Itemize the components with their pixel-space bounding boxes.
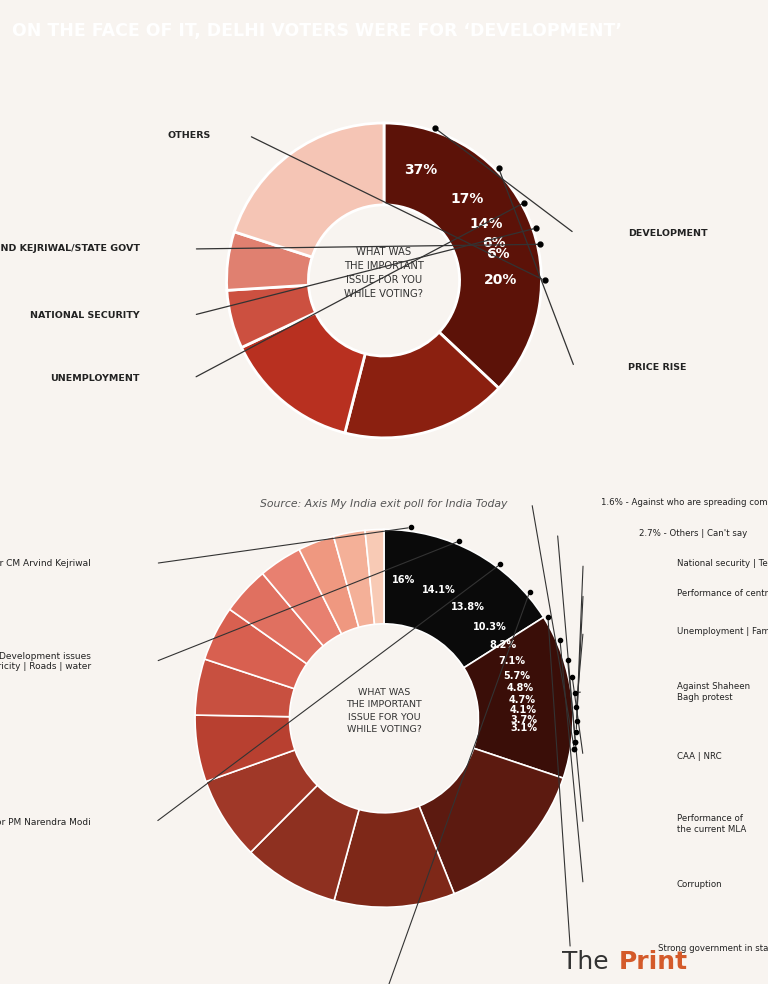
Text: 16%: 16% [392, 575, 415, 584]
Wedge shape [195, 715, 295, 781]
Wedge shape [263, 549, 342, 646]
Text: Strong government in state: Strong government in state [658, 945, 768, 953]
Text: Source: Axis My India exit poll for India Today: Source: Axis My India exit poll for Indi… [260, 499, 508, 509]
Text: Support for PM Narendra Modi: Support for PM Narendra Modi [0, 818, 91, 827]
Wedge shape [234, 123, 384, 257]
Text: 17%: 17% [450, 192, 484, 206]
Text: NATIONAL SECURITY: NATIONAL SECURITY [31, 311, 140, 320]
Wedge shape [333, 530, 375, 627]
Text: CAA | NRC: CAA | NRC [677, 752, 721, 761]
Wedge shape [384, 529, 544, 668]
Wedge shape [464, 617, 573, 778]
Text: 2.7% - Others | Can't say: 2.7% - Others | Can't say [639, 528, 747, 537]
Wedge shape [300, 536, 359, 634]
Wedge shape [230, 574, 323, 664]
Text: 10.3%: 10.3% [473, 622, 506, 632]
Text: 14%: 14% [469, 216, 502, 231]
Wedge shape [345, 333, 498, 438]
Text: National security | Terrorism: National security | Terrorism [677, 559, 768, 568]
Text: The: The [561, 951, 608, 974]
Text: Against Shaheen
Bagh protest: Against Shaheen Bagh protest [677, 682, 750, 702]
Wedge shape [204, 609, 307, 689]
Wedge shape [227, 232, 312, 290]
Wedge shape [250, 785, 359, 900]
Text: 3.7%: 3.7% [510, 715, 538, 725]
Text: ON THE FACE OF IT, DELHI VOTERS WERE FOR ‘DEVELOPMENT’: ON THE FACE OF IT, DELHI VOTERS WERE FOR… [12, 22, 621, 39]
Text: Print: Print [618, 951, 687, 974]
Wedge shape [419, 748, 563, 893]
Text: WHAT WAS
THE IMPORTANT
ISSUE FOR YOU
WHILE VOTING?: WHAT WAS THE IMPORTANT ISSUE FOR YOU WHI… [346, 688, 422, 734]
Wedge shape [206, 750, 317, 852]
Text: 8.2%: 8.2% [489, 640, 517, 649]
Text: Corruption: Corruption [677, 880, 723, 890]
Text: Performance of
the current MLA: Performance of the current MLA [677, 815, 746, 833]
Text: 1.6% - Against who are spreading communalism: 1.6% - Against who are spreading communa… [601, 499, 768, 508]
Text: 6%: 6% [485, 247, 509, 261]
Text: 4.8%: 4.8% [507, 683, 534, 694]
Text: 14.1%: 14.1% [422, 584, 455, 594]
Text: 6%: 6% [482, 235, 506, 250]
Text: 3.1%: 3.1% [510, 723, 537, 733]
Wedge shape [242, 313, 366, 433]
Wedge shape [195, 659, 294, 716]
Text: 4.7%: 4.7% [509, 695, 536, 705]
Text: 5.7%: 5.7% [504, 671, 531, 681]
Text: 7.1%: 7.1% [498, 656, 525, 666]
Text: 37%: 37% [404, 163, 438, 177]
Text: OTHERS: OTHERS [167, 131, 210, 140]
Text: Support for CM Arvind Kejriwal: Support for CM Arvind Kejriwal [0, 559, 91, 568]
Text: UNEMPLOYMENT: UNEMPLOYMENT [51, 374, 140, 383]
Wedge shape [227, 285, 316, 347]
Text: 13.8%: 13.8% [452, 601, 485, 612]
Wedge shape [334, 806, 454, 907]
Text: DEVELOPMENT: DEVELOPMENT [628, 228, 707, 238]
Text: ARVIND KEJRIWAL/STATE GOVT: ARVIND KEJRIWAL/STATE GOVT [0, 244, 140, 254]
Text: Unemployment | Family income: Unemployment | Family income [677, 627, 768, 636]
Wedge shape [365, 529, 384, 624]
Text: Development issues
Electricity | Roads | water: Development issues Electricity | Roads |… [0, 652, 91, 671]
Text: WHAT WAS
THE IMPORTANT
ISSUE FOR YOU
WHILE VOTING?: WHAT WAS THE IMPORTANT ISSUE FOR YOU WHI… [344, 247, 424, 298]
Wedge shape [384, 123, 541, 389]
Text: 4.1%: 4.1% [510, 706, 537, 715]
Text: PRICE RISE: PRICE RISE [628, 362, 687, 372]
Text: 20%: 20% [484, 274, 517, 287]
Text: Performance of central government: Performance of central government [677, 589, 768, 598]
